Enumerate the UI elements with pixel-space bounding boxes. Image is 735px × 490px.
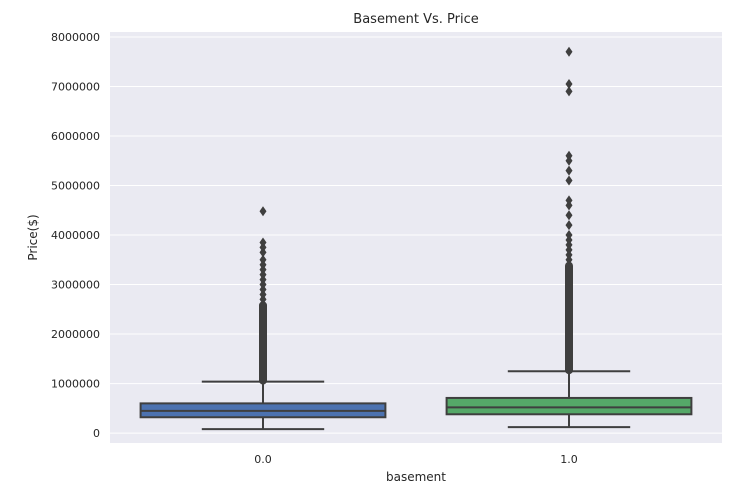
outlier-point: [565, 220, 573, 231]
y-tick-labels: 0 1000000 2000000 3000000 4000000 5000000 6000…: [51, 31, 100, 440]
outlier-cluster: [259, 301, 267, 385]
outlier-point: [565, 46, 573, 57]
x-tick-label: 0.0: [254, 453, 272, 466]
box-layer: [139, 46, 693, 431]
y-tick-label: 7000000: [51, 80, 100, 93]
outlier-point: [565, 165, 573, 176]
plot-background: [110, 32, 722, 443]
chart-title: Basement Vs. Price: [353, 12, 478, 27]
outlier-point: [565, 150, 573, 161]
outlier-point: [565, 210, 573, 221]
y-tick-label: 2000000: [51, 328, 100, 341]
outlier-point: [565, 78, 573, 89]
y-tick-label: 1000000: [51, 378, 100, 391]
x-tick-label: 1.0: [560, 453, 578, 466]
y-tick-label: 4000000: [51, 229, 100, 242]
outlier-point: [259, 237, 267, 248]
x-tick-labels: 0.0 1.0: [254, 453, 578, 466]
outlier-point: [259, 206, 267, 217]
y-tick-label: 5000000: [51, 180, 100, 193]
outlier-point: [565, 230, 573, 241]
outlier-point: [259, 254, 267, 265]
outlier-point: [565, 175, 573, 186]
box-1-0: [445, 46, 693, 429]
box-0-0: [139, 206, 387, 431]
y-tick-label: 6000000: [51, 130, 100, 143]
iqr-box: [445, 396, 693, 416]
grid-lines: [110, 36, 722, 434]
y-tick-label: 0: [93, 427, 100, 440]
outlier-point: [565, 86, 573, 97]
outlier-cluster: [565, 261, 573, 375]
outlier-point: [565, 195, 573, 206]
x-axis-label: basement: [386, 470, 446, 484]
y-tick-label: 3000000: [51, 279, 100, 292]
y-tick-label: 8000000: [51, 31, 100, 44]
y-axis-label: Price($): [26, 214, 40, 260]
